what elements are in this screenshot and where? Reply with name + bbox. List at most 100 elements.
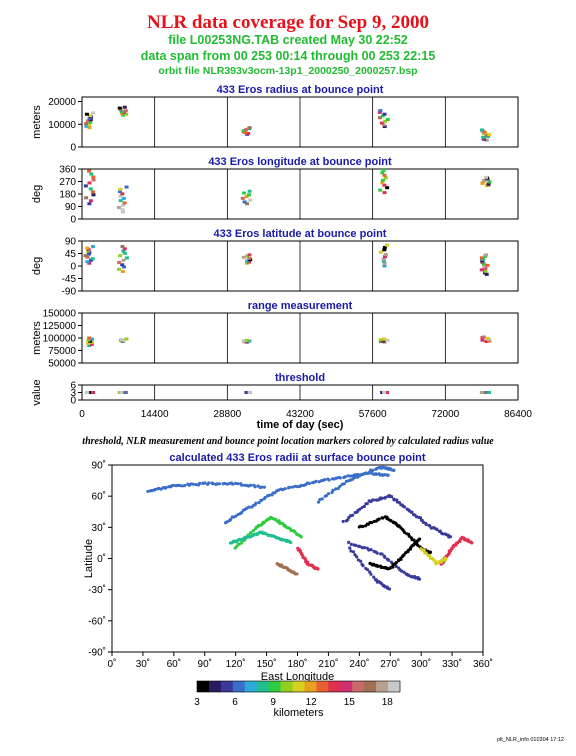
map-point	[267, 493, 271, 497]
data-point	[382, 262, 387, 266]
map-point	[247, 505, 251, 509]
x-axis-label: time of day (sec)	[257, 419, 344, 431]
x-tick-label: 14400	[141, 409, 169, 420]
map-x-tick-label: 360˚	[473, 658, 493, 670]
data-point	[380, 178, 385, 182]
data-point	[247, 126, 252, 130]
data-point	[244, 261, 249, 265]
map-point	[316, 500, 321, 504]
map-point	[240, 541, 244, 545]
map-point	[290, 485, 295, 489]
map-point	[402, 570, 406, 574]
map-point	[369, 572, 373, 576]
data-point	[123, 109, 128, 113]
data-point	[240, 196, 245, 200]
colorbar-frame	[196, 680, 401, 693]
data-point	[85, 260, 90, 264]
data-point	[382, 391, 387, 394]
data-point	[247, 253, 252, 257]
map-point	[443, 556, 448, 560]
map-y-tick-label: -30˚	[88, 584, 106, 596]
map-point	[207, 481, 211, 485]
data-point	[116, 267, 121, 271]
y-tick-label: 180	[59, 190, 76, 201]
data-point	[382, 125, 387, 129]
map-point	[394, 560, 399, 565]
data-point	[382, 191, 387, 195]
data-point	[120, 203, 125, 207]
data-point	[378, 109, 383, 113]
data-point	[481, 335, 486, 339]
data-point	[378, 338, 383, 342]
colorbar-tick-label: 15	[344, 697, 356, 708]
map-x-tick-label: 210˚	[318, 658, 338, 670]
footer-stamp: plt_NLR_info 010304 17:12	[497, 737, 564, 743]
data-point	[487, 133, 492, 137]
map-point	[371, 498, 375, 502]
map-point	[362, 504, 366, 508]
map-point	[203, 481, 207, 485]
map-point	[383, 495, 387, 500]
data-point	[120, 110, 125, 114]
data-point	[87, 251, 92, 255]
data-point	[88, 199, 93, 203]
data-point	[124, 185, 129, 189]
map-point	[260, 485, 264, 489]
map-point	[358, 507, 362, 511]
data-point	[85, 246, 90, 250]
data-point	[483, 269, 488, 273]
data-point	[87, 169, 92, 173]
map-point	[249, 530, 253, 535]
map-point	[323, 478, 327, 482]
map-point	[262, 485, 266, 489]
data-point	[378, 188, 383, 192]
y-axis-label: deg	[31, 257, 43, 275]
data-point	[483, 175, 488, 179]
map-point	[307, 481, 311, 485]
map-x-tick-label: 270˚	[380, 658, 400, 670]
map-x-tick-label: 330˚	[442, 658, 462, 670]
y-tick-label: 3	[70, 388, 76, 399]
data-point	[90, 190, 95, 194]
data-point	[381, 257, 386, 261]
data-point	[122, 251, 127, 255]
data-point	[248, 198, 253, 202]
data-point	[90, 257, 95, 261]
data-point	[487, 180, 492, 184]
map-point	[153, 487, 157, 492]
map-point	[383, 555, 387, 559]
y-tick-label: 90	[65, 202, 77, 213]
data-point	[118, 194, 123, 198]
data-point	[91, 245, 96, 249]
map-point	[349, 549, 353, 553]
data-point	[121, 249, 126, 253]
map-point	[338, 484, 342, 488]
data-point	[245, 259, 250, 263]
data-point	[91, 193, 96, 197]
map-point	[317, 480, 321, 484]
colorbar-swatch	[304, 681, 317, 692]
colorbar-swatch	[208, 681, 222, 692]
map-point	[369, 548, 373, 552]
y-tick-label: 20000	[48, 97, 76, 108]
map-point	[355, 555, 359, 559]
map-point	[380, 516, 385, 520]
colorbar-tick-label: 9	[270, 697, 276, 708]
data-point	[85, 119, 90, 123]
colorbar-swatch	[220, 681, 234, 692]
data-point	[91, 178, 96, 182]
map-point	[349, 542, 353, 546]
data-point	[480, 181, 485, 185]
data-span-line: data span from 00 253 00:14 through 00 2…	[140, 49, 436, 63]
map-point	[295, 572, 299, 576]
map-x-tick-label: 0˚	[108, 658, 117, 670]
data-point	[91, 391, 96, 394]
data-point	[116, 206, 121, 210]
colorbar-swatch	[328, 681, 341, 692]
data-point	[480, 338, 485, 342]
map-point	[266, 533, 271, 538]
data-point	[485, 263, 490, 267]
colorbar-label: kilometers	[273, 707, 324, 719]
data-point	[87, 126, 92, 130]
colorbar-swatch	[388, 681, 401, 692]
